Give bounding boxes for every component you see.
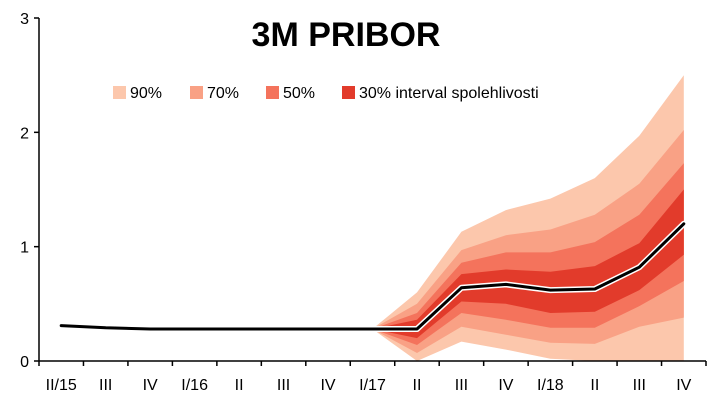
x-tick-label: I/17 <box>359 377 386 394</box>
x-tick-label: II <box>235 377 244 394</box>
x-tick-label: II <box>413 377 422 394</box>
y-tick-label: 3 <box>20 11 29 28</box>
legend-swatch-3 <box>266 86 279 99</box>
legend-swatch-2 <box>190 86 203 99</box>
x-tick-label: II/15 <box>46 377 77 394</box>
x-tick-label: I/18 <box>537 377 564 394</box>
chart-title: 3M PRIBOR <box>252 16 441 54</box>
fan-bands <box>372 75 684 361</box>
x-tick-label: III <box>99 377 112 394</box>
x-tick-label: IV <box>498 377 513 394</box>
series-lines <box>58 220 687 332</box>
x-tick-label: I/16 <box>181 377 208 394</box>
y-tick-label: 2 <box>20 125 29 142</box>
legend: 90% 70% 50% 30% interval spolehlivosti <box>113 85 539 102</box>
x-tick-label: IV <box>320 377 335 394</box>
x-tick-label: III <box>277 377 290 394</box>
legend-label-2: 70% <box>207 85 239 102</box>
legend-label-1: 90% <box>130 85 162 102</box>
x-tick-label: III <box>455 377 468 394</box>
series-line <box>59 222 686 331</box>
legend-label-3: 50% <box>283 85 315 102</box>
legend-swatch-4 <box>342 86 355 99</box>
y-tick-label: 1 <box>20 240 29 257</box>
legend-swatch-1 <box>113 86 126 99</box>
x-tick-label: II <box>590 377 599 394</box>
x-tick-label: IV <box>143 377 158 394</box>
y-tick-label: 0 <box>20 354 29 371</box>
legend-label-4: 30% interval spolehlivosti <box>359 85 539 102</box>
x-tick-label: IV <box>676 377 691 394</box>
x-tick-label: III <box>633 377 646 394</box>
